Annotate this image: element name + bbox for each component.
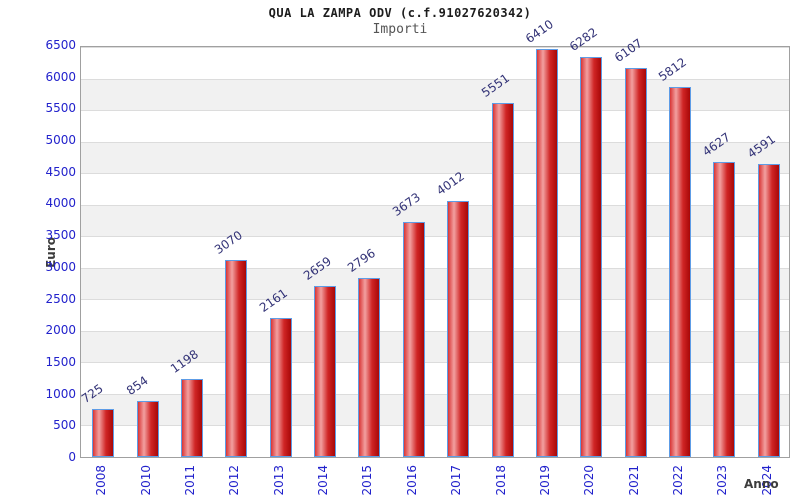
bar [314, 286, 337, 457]
y-tick-label: 6000 [45, 69, 76, 84]
bar [757, 164, 780, 457]
x-tick-label: 2017 [449, 465, 464, 496]
y-tick-label: 0 [68, 450, 76, 464]
y-tick-label: 1500 [45, 354, 76, 369]
x-tick-label: 2008 [94, 465, 109, 496]
bar [136, 401, 159, 457]
bar [225, 260, 248, 457]
bar [624, 68, 647, 457]
x-tick-label: 2023 [715, 465, 730, 496]
bar [491, 103, 514, 457]
bar [580, 57, 603, 457]
bar [402, 222, 425, 457]
grid-band [81, 47, 789, 79]
bar [535, 49, 558, 457]
x-axis-label: Anno [744, 477, 779, 491]
chart-title: QUA LA ZAMPA ODV (c.f.91027620342) [268, 6, 532, 20]
y-tick-label: 2000 [45, 323, 76, 338]
x-tick-label: 2014 [316, 465, 331, 496]
x-tick-label: 2020 [582, 465, 597, 496]
x-tick-label: 2021 [626, 465, 641, 496]
x-tick-label: 2022 [671, 465, 686, 496]
bar [713, 162, 736, 457]
bar [358, 278, 381, 457]
y-tick-label: 5500 [45, 101, 76, 116]
y-tick-label: 500 [53, 418, 76, 433]
x-tick-label: 2016 [404, 465, 419, 496]
x-tick-label: 2019 [537, 465, 552, 496]
y-tick-label: 5000 [45, 133, 76, 148]
x-tick-label: 2015 [360, 465, 375, 496]
x-tick-label: 2011 [182, 465, 197, 496]
y-tick-label: 1000 [45, 386, 76, 401]
x-tick-label: 2012 [227, 465, 242, 496]
y-tick-label: 4000 [45, 196, 76, 211]
chart-subtitle: Importi [372, 22, 428, 37]
x-tick-label: 2010 [138, 465, 153, 496]
bar [92, 409, 115, 457]
plot-area: 725 854 1198 3070 2161 2659 2796 3673 4012 5551 64… [79, 17, 790, 458]
y-tick-label: 3500 [45, 228, 76, 243]
x-tick-label: 2013 [271, 465, 286, 496]
y-tick-label: 6500 [45, 38, 76, 52]
y-tick-label: 3000 [45, 259, 76, 274]
x-tick-label: 2018 [493, 465, 508, 496]
bar [669, 87, 692, 457]
y-tick-label: 4500 [45, 164, 76, 179]
bar [269, 318, 292, 457]
y-tick-label: 2500 [45, 291, 76, 306]
bar [447, 201, 470, 457]
bar [180, 379, 203, 457]
